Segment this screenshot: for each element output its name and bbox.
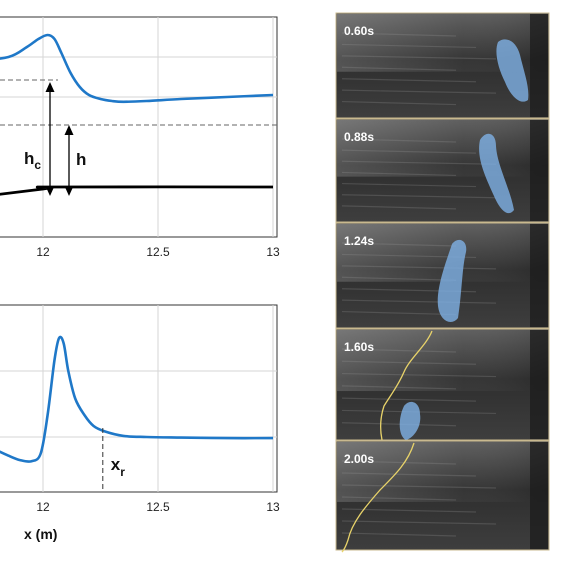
water-streak (341, 160, 497, 165)
water-streak (341, 66, 457, 71)
top-x-tick-label: 12.5 (146, 245, 170, 259)
bottom-plot: xr 12 12.5 13 x (m) (0, 304, 280, 542)
water-streak (341, 100, 457, 106)
h-label: h (76, 150, 86, 169)
bottom-gridlines (0, 305, 277, 492)
snapshot-strip: 0.60s 0.88s 1.24s 1.60s 2.00s (335, 12, 550, 553)
top-x-tick-label: 13 (266, 245, 280, 259)
water-streak (341, 496, 457, 501)
water-streak (341, 422, 457, 427)
dye-plume (496, 39, 529, 102)
top-x-tick-label: 12 (36, 245, 50, 259)
water-streak (341, 385, 457, 390)
snapshot-glare (337, 120, 548, 177)
water-streak (341, 32, 457, 37)
snapshot-panel-2: 1.24s (335, 222, 550, 329)
water-streak (341, 310, 457, 316)
water-streak (341, 265, 497, 270)
bottom-x-tick-label: 13 (266, 500, 280, 514)
water-streak (341, 520, 497, 525)
water-streak (341, 532, 457, 537)
flume-wall (530, 224, 548, 327)
water-streak (341, 484, 497, 489)
water-streak (341, 460, 457, 465)
water-streak (341, 205, 457, 210)
water-streak (341, 89, 497, 94)
flume-wall (530, 14, 548, 117)
snapshot-time-label: 1.24s (344, 234, 374, 248)
snapshot-time-label: 2.00s (344, 452, 374, 466)
snapshot-time-label: 0.60s (344, 24, 374, 38)
bottom-series-line-0 (0, 335, 274, 463)
water-streak (341, 472, 477, 477)
water-streak (341, 43, 477, 49)
water-streak (341, 138, 457, 143)
snapshot-glare (337, 224, 548, 282)
snapshot-panel-3: 1.60s (335, 328, 550, 441)
water-streak (341, 372, 497, 378)
snapshot-panel-0: 0.60s (335, 12, 550, 119)
front-line (341, 442, 415, 553)
bottom-series-group (0, 335, 274, 463)
water-streak (341, 276, 457, 281)
top-series-line-1 (0, 185, 274, 196)
h-arrow (64, 125, 74, 196)
bottom-plot-frame (0, 304, 278, 493)
water-streak (341, 149, 477, 154)
water-streak (341, 397, 477, 402)
water-streak (341, 348, 457, 353)
water-streak (341, 55, 497, 60)
water-streak (341, 171, 457, 177)
top-series-group (0, 33, 274, 196)
water-streak (341, 78, 477, 83)
snapshot-panel-1: 0.88s (335, 118, 550, 223)
bottom-x-tick-label: 12.5 (146, 500, 170, 514)
top-gridlines (0, 17, 277, 237)
water-streak (341, 299, 497, 304)
top-plot-frame (0, 16, 278, 238)
snapshot-time-label: 1.60s (344, 340, 374, 354)
dye-plume (399, 401, 421, 440)
flume-wall (530, 120, 548, 221)
water-streak (341, 194, 497, 199)
water-streak (341, 242, 457, 247)
snapshot-time-label: 0.88s (344, 130, 374, 144)
snapshot-glare (337, 442, 548, 502)
hc-arrow (45, 82, 55, 196)
bottom-tick-labels: 12 12.5 13 (36, 500, 280, 514)
hc-label: hc (24, 149, 41, 172)
snapshot-glare (337, 330, 548, 392)
xr-label: xr (111, 455, 125, 479)
water-streak (341, 182, 477, 188)
x-axis-label: x (m) (24, 526, 57, 542)
dye-plume (437, 239, 467, 322)
flume-wall (530, 330, 548, 439)
top-plot: hc h 12 12.5 13 (0, 16, 280, 259)
bottom-x-tick-label: 12 (36, 500, 50, 514)
top-tick-labels: 12 12.5 13 (36, 245, 280, 259)
snapshot-panel-4: 2.00s (335, 440, 550, 553)
top-series-line-0 (0, 33, 274, 104)
dye-plume (479, 133, 514, 214)
front-line (380, 330, 433, 441)
flume-wall (530, 442, 548, 549)
